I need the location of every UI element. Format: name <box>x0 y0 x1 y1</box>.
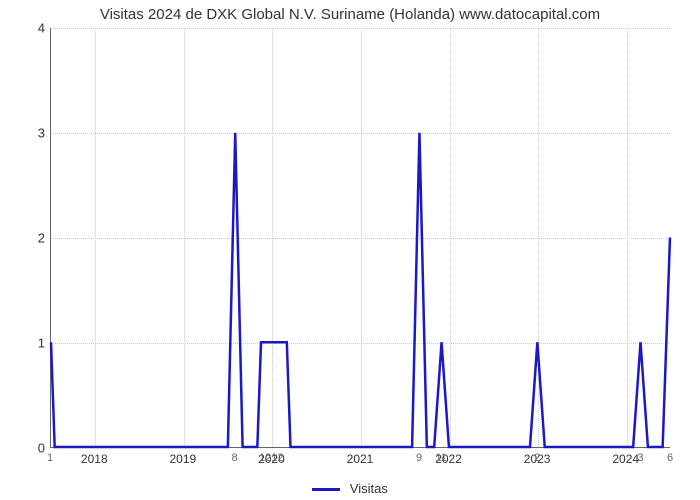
x-extra-label: 11 <box>435 452 446 464</box>
x-tick-label: 2019 <box>169 452 196 466</box>
y-tick-label: 3 <box>5 126 45 141</box>
y-tick-label: 1 <box>5 336 45 351</box>
y-tick-label: 4 <box>5 21 45 36</box>
legend-swatch <box>312 488 340 491</box>
x-extra-label: 1 <box>47 452 53 464</box>
x-tick-label: 2018 <box>81 452 108 466</box>
x-extra-label: 1212 <box>259 452 283 464</box>
x-tick-label: 2021 <box>347 452 374 466</box>
chart-svg <box>51 28 670 447</box>
x-tick-label: 2024 <box>612 452 639 466</box>
x-extra-label: 8 <box>231 452 237 464</box>
x-extra-label: 9 <box>416 452 422 464</box>
chart-title: Visitas 2024 de DXK Global N.V. Suriname… <box>0 6 700 23</box>
chart-container: Visitas 2024 de DXK Global N.V. Suriname… <box>0 0 700 500</box>
x-extra-label: 3 <box>637 452 643 464</box>
plot-area <box>50 28 670 448</box>
x-extra-label: 6 <box>667 452 673 464</box>
series-line <box>51 133 670 447</box>
x-extra-label: 2 <box>534 452 540 464</box>
legend: Visitas <box>0 481 700 496</box>
y-tick-label: 2 <box>5 231 45 246</box>
y-tick-label: 0 <box>5 441 45 456</box>
legend-label: Visitas <box>350 481 388 496</box>
